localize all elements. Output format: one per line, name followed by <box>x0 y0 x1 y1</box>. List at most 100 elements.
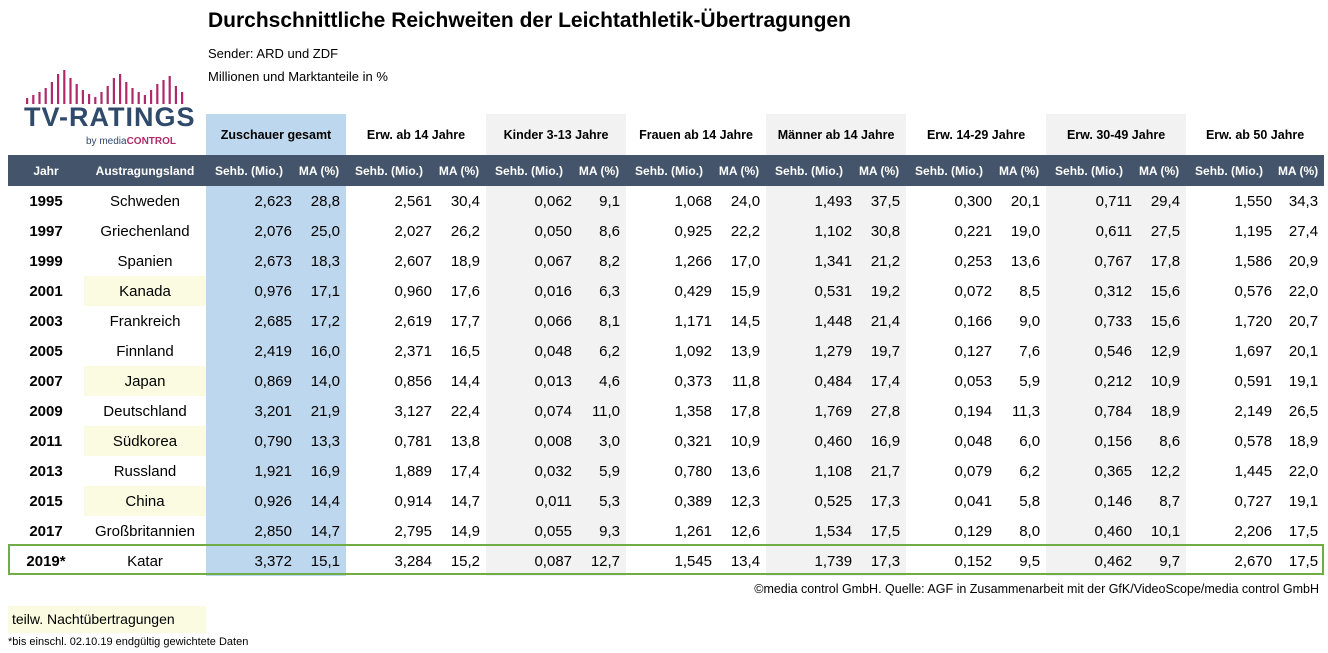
share-cell: 21,7 <box>852 456 907 486</box>
viewers-cell: 1,261 <box>674 522 713 540</box>
viewers-cell: 0,067 <box>486 246 573 276</box>
table-row: 2011 Südkorea 0,790 13,3 0,781 13,8 0,008 3,0 0,… <box>8 426 1324 456</box>
share-cell: 15,6 <box>1132 276 1187 306</box>
table-row: 2001 Kanada 0,976 17,1 0,960 17,6 0,016 6,3 0,42… <box>8 276 1324 306</box>
share-cell: 21,2 <box>852 246 907 276</box>
share-cell: 18,9 <box>1288 432 1319 450</box>
viewers-cell: 0,129 <box>954 522 993 540</box>
share-cell: 13,6 <box>1010 252 1041 270</box>
viewers-cell: 0,591 <box>1234 372 1273 390</box>
column-header: Sehb. (Mio.) <box>206 155 292 186</box>
share-cell: 7,6 <box>1019 342 1041 360</box>
share-cell: 9,1 <box>572 186 627 216</box>
viewers-cell: 0,050 <box>486 216 573 246</box>
share-cell: 11,3 <box>1011 402 1041 420</box>
share-cell: 6,0 <box>1019 432 1041 450</box>
share-cell: 8,2 <box>572 246 627 276</box>
column-header: MA (%) <box>992 155 1047 186</box>
share-cell: 14,9 <box>450 522 481 540</box>
viewers-cell: 2,619 <box>394 312 432 330</box>
viewers-cell: 1,921 <box>206 456 292 486</box>
viewers-cell: 0,781 <box>394 432 432 450</box>
share-cell: 24,0 <box>730 192 761 210</box>
viewers-cell: 2,795 <box>394 522 432 540</box>
country-cell: Schweden <box>109 192 181 210</box>
share-cell: 8,6 <box>572 216 627 246</box>
tv-ratings-logo-bars-icon <box>26 70 184 104</box>
year-cell: 2013 <box>29 462 63 480</box>
table-row: 2007 Japan 0,869 14,0 0,856 14,4 0,013 4,6 0,373… <box>8 366 1324 396</box>
viewers-cell: 0,460 <box>766 426 853 456</box>
viewers-cell: 3,201 <box>206 396 292 426</box>
viewers-cell: 1,358 <box>674 402 713 420</box>
viewers-cell: 3,372 <box>206 546 292 576</box>
share-cell: 12,3 <box>730 492 761 510</box>
share-cell: 11,0 <box>572 396 627 426</box>
share-cell: 27,5 <box>1132 216 1187 246</box>
logo-subtext: by mediaCONTROL <box>86 136 177 147</box>
share-cell: 14,7 <box>450 492 481 510</box>
share-cell: 17,8 <box>730 402 761 420</box>
column-header: MA (%) <box>1132 155 1187 186</box>
share-cell: 30,8 <box>852 216 907 246</box>
share-cell: 9,3 <box>572 516 627 546</box>
share-cell: 14,5 <box>730 312 761 330</box>
share-cell: 17,0 <box>730 252 761 270</box>
share-cell: 17,4 <box>852 366 907 396</box>
viewers-cell: 0,780 <box>674 462 713 480</box>
share-cell: 16,0 <box>292 336 346 366</box>
viewers-cell: 0,032 <box>486 456 573 486</box>
viewers-cell: 2,670 <box>1234 552 1273 570</box>
viewers-cell: 0,373 <box>674 372 713 390</box>
year-cell: 2003 <box>29 312 63 330</box>
share-cell: 13,9 <box>730 342 761 360</box>
footnote: *bis einschl. 02.10.19 endgültig gewicht… <box>8 636 249 648</box>
viewers-cell: 0,576 <box>1234 282 1273 300</box>
viewers-cell: 1,068 <box>674 192 713 210</box>
table-row: 2013 Russland 1,921 16,9 1,889 17,4 0,032 5,9 0,… <box>8 456 1324 486</box>
share-cell: 30,4 <box>450 192 481 210</box>
share-cell: 27,8 <box>852 396 907 426</box>
viewers-cell: 0,767 <box>1046 246 1133 276</box>
share-cell: 17,2 <box>292 306 346 336</box>
viewers-cell: 0,221 <box>954 222 993 240</box>
viewers-cell: 2,673 <box>206 246 292 276</box>
viewers-cell: 0,300 <box>954 192 993 210</box>
column-header: Sehb. (Mio.) <box>346 155 432 186</box>
share-cell: 14,4 <box>292 486 346 516</box>
group-header: Erw. 30-49 Jahre <box>1046 114 1187 155</box>
viewers-cell: 0,194 <box>954 402 993 420</box>
group-header: Zuschauer gesamt <box>206 114 346 155</box>
share-cell: 9,5 <box>1019 552 1041 570</box>
share-cell: 16,9 <box>852 426 907 456</box>
viewers-cell: 2,149 <box>1234 402 1273 420</box>
country-cell: Deutschland <box>103 402 187 420</box>
share-cell: 5,9 <box>572 456 627 486</box>
share-cell: 28,8 <box>292 186 346 216</box>
viewers-cell: 0,546 <box>1046 336 1133 366</box>
share-cell: 37,5 <box>852 186 907 216</box>
year-cell: 2009 <box>29 402 63 420</box>
country-cell: Südkorea <box>84 426 206 456</box>
viewers-cell: 1,448 <box>766 306 853 336</box>
column-header: Sehb. (Mio.) <box>766 155 853 186</box>
country-cell: Russland <box>113 462 177 480</box>
year-cell: 2015 <box>29 492 63 510</box>
viewers-cell: 0,365 <box>1046 456 1133 486</box>
share-cell: 17,5 <box>852 516 907 546</box>
viewers-cell: 1,697 <box>1234 342 1273 360</box>
year-cell: 1995 <box>29 192 63 210</box>
column-header: Jahr <box>8 155 84 186</box>
viewers-cell: 0,711 <box>1046 186 1133 216</box>
share-cell: 5,3 <box>572 486 627 516</box>
share-cell: 17,7 <box>450 312 481 330</box>
share-cell: 8,5 <box>1019 282 1041 300</box>
viewers-cell: 2,027 <box>394 222 432 240</box>
sender-subtitle: Sender: ARD und ZDF <box>208 46 339 61</box>
group-header: Erw. ab 14 Jahre <box>366 127 466 142</box>
share-cell: 17,6 <box>450 282 481 300</box>
night-broadcast-legend: teilw. Nachtübertragungen <box>8 606 206 633</box>
group-header: Männer ab 14 Jahre <box>766 114 907 155</box>
share-cell: 26,5 <box>1288 402 1319 420</box>
column-header: Sehb. (Mio.) <box>486 155 573 186</box>
